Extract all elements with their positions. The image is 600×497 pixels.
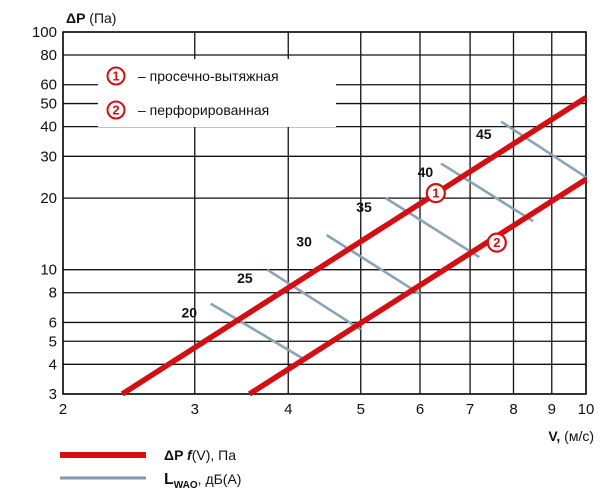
series-marker-label: 1 <box>432 186 439 201</box>
y-tick-label: 4 <box>49 356 57 373</box>
y-tick-label: 20 <box>40 190 57 207</box>
noise-line <box>440 162 534 223</box>
series-marker-label: 2 <box>493 235 500 250</box>
x-tick-labels: 2 3 4 5 6 7 8 9 10 <box>59 401 595 418</box>
x-tick-label: 2 <box>59 401 67 418</box>
pressure-line <box>247 177 588 397</box>
legend-entry-text: – просечно-вытяжная <box>138 68 279 84</box>
y-tick-label: 6 <box>49 314 57 331</box>
x-tick-label: 5 <box>357 401 365 418</box>
y-tick-label: 10 <box>40 262 57 279</box>
legend-marker-label: 1 <box>112 69 119 84</box>
pressure-line <box>120 95 588 397</box>
y-tick-label: 80 <box>40 47 57 64</box>
y-tick-labels: 3 4 5 6 8 10 20 30 40 50 60 80 100 <box>32 24 57 403</box>
noise-lines: 20 25 30 35 40 45 <box>182 120 587 361</box>
noise-line <box>325 233 421 296</box>
noise-line-label: 45 <box>476 126 492 142</box>
series-markers: 12 <box>425 183 507 253</box>
noise-line <box>385 197 480 259</box>
x-axis-label: V, (м/с) <box>548 428 594 444</box>
y-tick-label: 5 <box>49 333 57 350</box>
x-tick-label: 3 <box>191 401 199 418</box>
y-tick-label: 40 <box>40 119 57 136</box>
plot-frame <box>62 31 587 395</box>
x-tick-label: 6 <box>416 401 424 418</box>
noise-line-label: 20 <box>182 304 198 320</box>
legend-box: 1 – просечно-вытяжная 2 – перфорированная <box>98 59 336 127</box>
x-tick-label: 9 <box>548 401 556 418</box>
x-tick-label: 4 <box>284 401 292 418</box>
legend-marker-label: 2 <box>112 103 119 118</box>
pressure-lines <box>120 95 588 397</box>
y-tick-label: 60 <box>40 77 57 94</box>
y-tick-label: 3 <box>49 386 57 403</box>
y-tick-label: 50 <box>40 96 57 113</box>
series-marker-circle <box>425 183 446 204</box>
noise-line-label: 30 <box>296 234 312 250</box>
x-tick-label: 7 <box>466 401 474 418</box>
noise-line-label: 35 <box>356 199 372 215</box>
series-marker-circle <box>486 232 507 253</box>
y-axis-label: ΔP (Па) <box>66 10 116 26</box>
noise-line <box>209 302 305 361</box>
y-tick-label: 8 <box>49 285 57 302</box>
x-tick-label: 8 <box>509 401 517 418</box>
y-tick-label: 30 <box>40 148 57 165</box>
noise-line-label: 40 <box>418 164 434 180</box>
legend-label-pressure: ΔP f(V), Па <box>164 447 236 463</box>
bottom-legend: ΔP f(V), Па LWAO, дБ(А) <box>60 447 241 491</box>
legend-entry-text: – перфорированная <box>138 102 269 118</box>
x-tick-label: 10 <box>578 401 595 418</box>
y-tick-label: 100 <box>32 24 57 41</box>
legend-label-noise: LWAO, дБ(А) <box>164 471 241 491</box>
legend-box-background <box>98 59 336 127</box>
noise-line-label: 25 <box>237 270 253 286</box>
legend-marker-circle <box>106 100 126 120</box>
noise-line <box>266 268 362 331</box>
noise-line <box>500 120 587 179</box>
legend-marker-circle <box>106 66 126 86</box>
